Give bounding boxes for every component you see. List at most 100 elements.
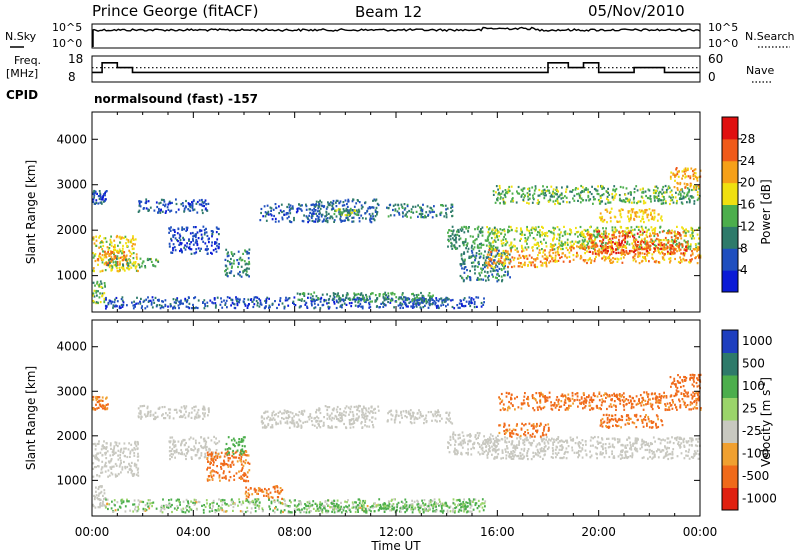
data-cell	[128, 442, 130, 445]
data-cell	[414, 297, 417, 300]
data-cell	[225, 248, 228, 251]
data-cell	[173, 408, 176, 411]
data-cell	[133, 464, 136, 467]
data-cell	[696, 250, 698, 253]
data-cell	[436, 306, 438, 309]
data-cell	[213, 456, 216, 459]
data-cell	[186, 226, 189, 229]
data-cell	[641, 209, 643, 212]
data-cell	[99, 256, 102, 259]
data-cell	[690, 254, 692, 257]
data-cell	[207, 238, 210, 241]
data-cell	[686, 187, 689, 190]
data-cell	[110, 471, 113, 474]
data-cell	[288, 297, 291, 300]
data-cell	[659, 225, 662, 228]
data-cell	[527, 195, 529, 198]
data-cell	[638, 262, 641, 265]
data-cell	[188, 204, 191, 207]
data-cell	[124, 455, 126, 458]
data-cell	[168, 245, 171, 248]
data-cell	[474, 228, 476, 231]
data-cell	[128, 462, 130, 465]
data-cell	[126, 304, 128, 307]
data-cell	[150, 301, 153, 304]
data-cell	[612, 188, 615, 191]
data-cell	[346, 292, 349, 295]
data-cell	[214, 241, 216, 244]
data-cell	[692, 229, 695, 232]
data-cell	[337, 418, 339, 421]
data-cell	[230, 304, 232, 307]
data-cell	[478, 272, 481, 275]
data-cell	[342, 294, 344, 297]
data-cell	[229, 476, 232, 479]
data-cell	[630, 208, 633, 211]
data-cell	[421, 294, 424, 297]
data-cell	[343, 422, 345, 426]
data-cell	[220, 297, 222, 300]
data-cell	[109, 238, 112, 241]
data-cell	[105, 447, 107, 450]
data-cell	[552, 190, 554, 193]
data-cell	[626, 231, 628, 234]
data-cell	[390, 297, 393, 300]
data-cell	[235, 298, 238, 301]
data-cell	[95, 454, 97, 457]
data-cell	[120, 471, 122, 474]
data-cell	[120, 447, 123, 450]
data-cell	[209, 299, 212, 302]
data-cell	[679, 192, 682, 196]
data-cell	[101, 196, 104, 199]
data-cell	[654, 228, 656, 231]
data-cell	[419, 297, 421, 300]
data-cell	[688, 245, 690, 248]
data-cell	[96, 452, 99, 455]
data-cell	[155, 416, 158, 419]
data-cell	[291, 422, 293, 425]
data-cell	[260, 207, 263, 211]
data-cell	[368, 306, 371, 309]
data-cell	[557, 259, 560, 262]
data-cell	[610, 251, 613, 254]
data-cell	[688, 197, 690, 200]
data-cell	[106, 246, 109, 249]
data-cell	[158, 210, 160, 213]
data-cell	[588, 237, 590, 240]
data-cell	[600, 219, 602, 222]
data-cell	[177, 240, 179, 243]
data-cell	[527, 246, 530, 249]
data-cell	[195, 454, 198, 457]
data-cell	[425, 216, 427, 219]
data-cell	[556, 260, 558, 263]
data-cell	[681, 188, 683, 191]
data-cell	[664, 248, 667, 251]
data-cell	[661, 219, 663, 222]
data-cell	[398, 296, 401, 299]
data-cell	[245, 454, 248, 457]
data-cell	[508, 253, 511, 256]
data-cell	[536, 247, 539, 250]
data-cell	[347, 293, 349, 296]
data-cell	[232, 456, 235, 459]
data-cell	[413, 294, 415, 297]
data-cell	[614, 242, 616, 245]
data-cell	[657, 249, 660, 252]
data-cell	[120, 449, 122, 452]
data-cell	[482, 278, 485, 281]
data-cell	[101, 286, 104, 289]
data-cell	[156, 304, 158, 307]
data-cell	[683, 254, 686, 257]
data-cell	[210, 461, 212, 464]
data-cell	[358, 300, 360, 303]
data-cell	[385, 294, 387, 297]
data-cell	[216, 296, 219, 299]
data-cell	[288, 215, 290, 218]
data-cell	[685, 228, 687, 231]
data-cell	[473, 303, 476, 306]
data-cell	[121, 305, 124, 308]
data-cell	[272, 410, 275, 413]
data-cell	[527, 187, 529, 191]
data-cell	[137, 467, 140, 470]
data-cell	[458, 234, 461, 238]
